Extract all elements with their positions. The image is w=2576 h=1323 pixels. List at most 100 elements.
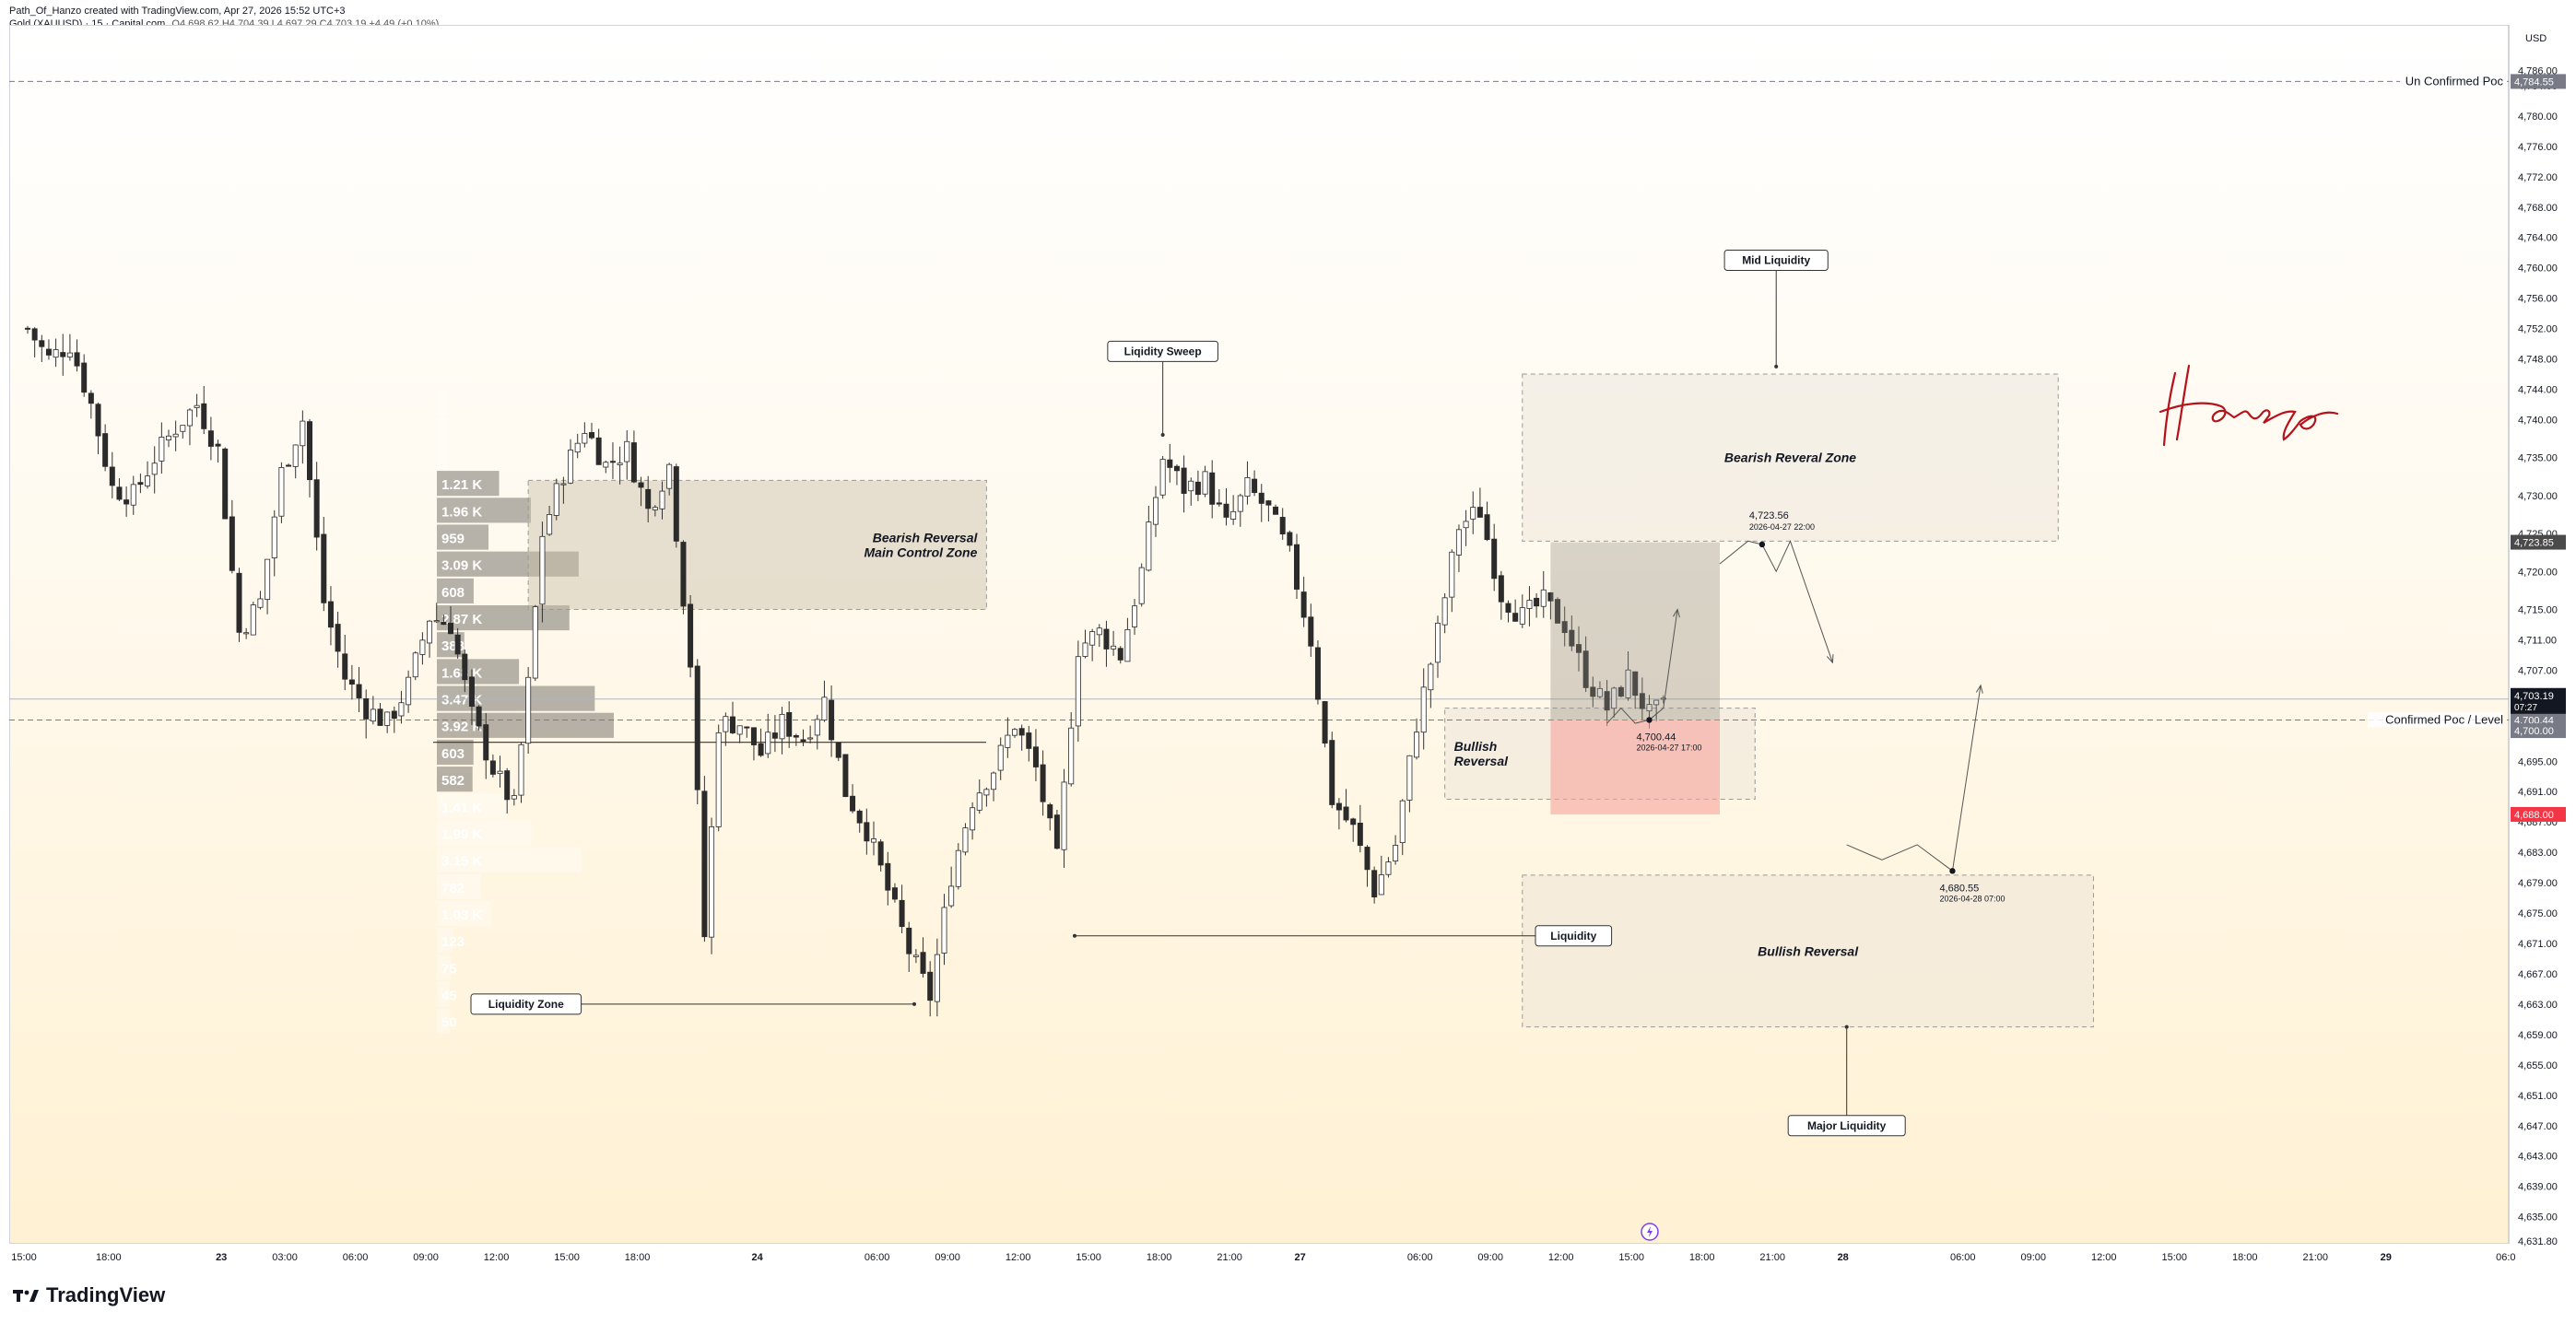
candle-body bbox=[1012, 729, 1018, 736]
time-tick-label: 18:00 bbox=[1147, 1252, 1172, 1263]
price-tick-label: 4,768.00 bbox=[2518, 203, 2558, 214]
candle-body bbox=[511, 795, 517, 800]
candle-body bbox=[715, 732, 722, 827]
horizontal-lines-layer: Un Confirmed Poc Confirmed Poc / Level bbox=[9, 74, 2509, 743]
time-axis[interactable] bbox=[9, 1244, 2576, 1275]
candle-body bbox=[1660, 697, 1666, 700]
price-axis[interactable] bbox=[2509, 25, 2576, 1244]
price-point-marker bbox=[1949, 868, 1956, 874]
candle-body bbox=[1061, 781, 1067, 850]
volume-bar bbox=[437, 928, 453, 954]
chart-pane[interactable] bbox=[9, 25, 2509, 1244]
candle-body bbox=[1435, 622, 1441, 663]
price-tick-label: 4,663.00 bbox=[2518, 1000, 2558, 1011]
candle-body bbox=[1047, 804, 1053, 819]
candle-body bbox=[1159, 459, 1166, 496]
projection-path bbox=[1719, 539, 1833, 663]
arrow-head bbox=[1826, 654, 1834, 664]
candle-body bbox=[1308, 616, 1314, 647]
callout-box bbox=[1535, 925, 1613, 947]
candle-body bbox=[744, 726, 750, 729]
candle-body bbox=[1329, 740, 1335, 805]
candle-body bbox=[468, 676, 475, 708]
candle-body bbox=[88, 392, 94, 404]
candle-body bbox=[701, 790, 708, 938]
candle-body bbox=[1625, 669, 1631, 698]
time-axis-labels: 15:00 18:00 23 03:00 06:00 09:00 12:00 15:00 18:… bbox=[11, 1223, 2516, 1263]
candle-body bbox=[638, 482, 644, 488]
candle-body bbox=[1237, 495, 1243, 512]
candle-body bbox=[180, 425, 186, 432]
candle-body bbox=[970, 807, 976, 831]
candle-body bbox=[292, 444, 299, 467]
candle-body bbox=[201, 403, 207, 429]
candle-body bbox=[1378, 874, 1384, 896]
candle-body bbox=[1005, 734, 1011, 748]
tradingview-logo[interactable]: TradingView bbox=[13, 1283, 165, 1307]
candle-body bbox=[532, 606, 538, 679]
price-tick-label: 4,675.00 bbox=[2518, 908, 2558, 919]
long-position-tool[interactable] bbox=[1550, 542, 1720, 814]
price-axis-labels: 4,786.004,784.004,780.004,776.004,772.00… bbox=[2518, 65, 2558, 1247]
candle-body bbox=[877, 841, 884, 866]
candle-body bbox=[1117, 648, 1123, 661]
candle-body bbox=[553, 483, 559, 516]
candle-body bbox=[1385, 861, 1392, 875]
candle-body bbox=[1555, 599, 1561, 624]
candle-body bbox=[1194, 481, 1201, 496]
candle-body bbox=[207, 430, 214, 447]
candle-body bbox=[476, 706, 482, 727]
candle-body bbox=[765, 732, 771, 755]
time-tick-label: 12:00 bbox=[484, 1252, 510, 1263]
callout-anchor bbox=[1073, 933, 1076, 938]
currency-label[interactable]: USD bbox=[2525, 33, 2547, 44]
time-tick-label: 03:00 bbox=[272, 1252, 298, 1263]
price-tick-label: 4,756.00 bbox=[2518, 294, 2558, 305]
zone-label: Bearish Reveral Zone bbox=[1724, 451, 1856, 465]
time-tick-label: 18:00 bbox=[96, 1252, 122, 1263]
price-tick-label: 4,671.00 bbox=[2518, 939, 2558, 950]
time-tick-label: 12:00 bbox=[2091, 1252, 2117, 1263]
candle-body bbox=[504, 770, 511, 801]
time-tick-label: 29 bbox=[2381, 1252, 2392, 1263]
candle-body bbox=[1646, 704, 1653, 712]
price-tag-bg bbox=[2511, 806, 2566, 822]
candle-body bbox=[1561, 621, 1568, 634]
price-tick-label: 4,651.00 bbox=[2518, 1091, 2558, 1102]
callout-label: Major Liquidity bbox=[1807, 1119, 1887, 1132]
time-tick-label: 27 bbox=[1295, 1252, 1306, 1263]
price-tag: 4,688.00 bbox=[2514, 810, 2554, 821]
candle-body bbox=[1569, 629, 1575, 647]
candle-body bbox=[286, 464, 292, 467]
candle-body bbox=[779, 713, 785, 740]
candle-body bbox=[74, 352, 80, 367]
callout-label: Mid Liquidity bbox=[1742, 253, 1810, 266]
candle-body bbox=[321, 533, 327, 603]
price-tick-label: 4,776.00 bbox=[2518, 142, 2558, 153]
candle-body bbox=[384, 711, 391, 726]
volume-label: 388 bbox=[441, 638, 465, 654]
time-tick-label: 09:00 bbox=[2020, 1252, 2046, 1263]
zone-box bbox=[1522, 874, 2094, 1028]
candle-body bbox=[441, 622, 447, 626]
candle-body bbox=[60, 352, 66, 357]
candle-body bbox=[1273, 506, 1279, 515]
callout-label: Liquidity Zone bbox=[488, 998, 564, 1011]
candle-body bbox=[899, 899, 905, 928]
candle-body bbox=[1449, 551, 1455, 598]
zone-label: Bullish bbox=[1454, 739, 1498, 754]
candle-body bbox=[1230, 510, 1237, 520]
candle-body bbox=[906, 927, 912, 954]
volume-label: 1.41 K bbox=[441, 800, 482, 815]
candle-body bbox=[356, 684, 362, 698]
candle-body bbox=[574, 442, 581, 453]
candle-body bbox=[750, 727, 757, 745]
volume-label: 123 bbox=[441, 934, 465, 950]
callout-label: Liquidity bbox=[1550, 930, 1596, 942]
candle-body bbox=[1512, 613, 1519, 622]
poc-label: Confirmed Poc / Level bbox=[2385, 712, 2503, 726]
arrow-head bbox=[1975, 684, 1983, 694]
callout-anchor bbox=[1844, 1024, 1849, 1029]
